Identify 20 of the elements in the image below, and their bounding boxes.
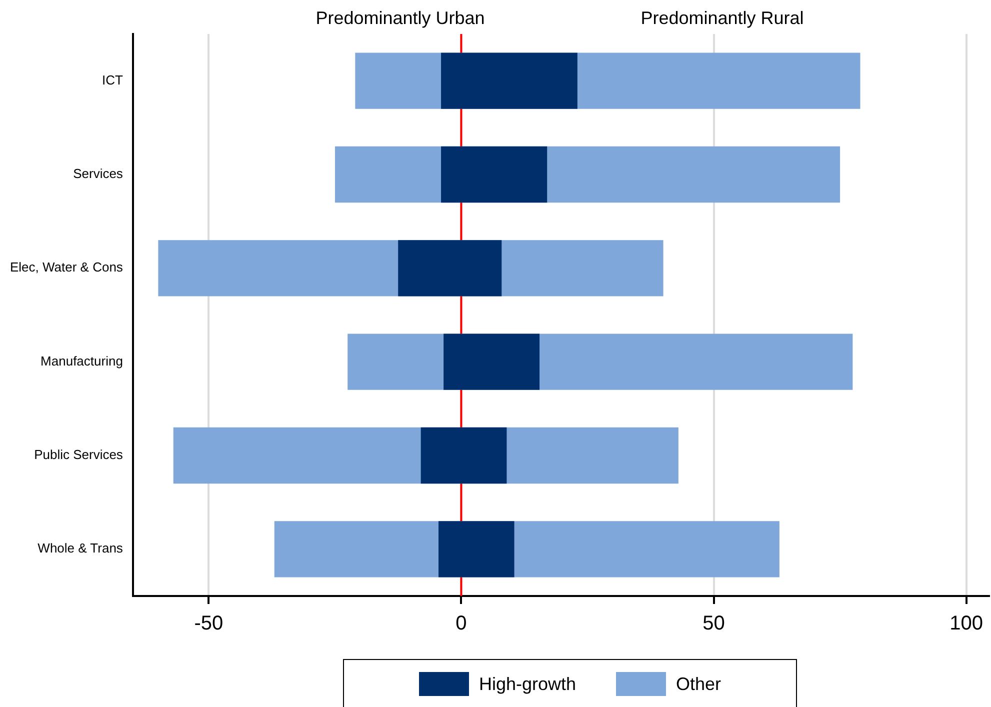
text: Predominantly Urban	[316, 8, 485, 28]
y-tick-label: Manufacturing	[40, 353, 123, 368]
y-tick-label: Services	[73, 166, 124, 182]
x-tick-label: -50	[194, 612, 224, 635]
y-tick-label: ICT	[102, 72, 123, 88]
legend-label: Other	[676, 674, 722, 694]
x-tick-label: 0	[456, 612, 467, 635]
bar	[444, 334, 540, 390]
bar	[398, 240, 502, 296]
bar	[441, 52, 578, 109]
text: Predominantly Rural	[640, 8, 804, 28]
legend-label: High-growth	[478, 674, 576, 694]
bar	[441, 146, 548, 203]
x-tick-label: 50	[702, 612, 725, 635]
bar	[420, 427, 507, 484]
x-tick-label: 100	[950, 612, 984, 635]
y-tick-label: Public Services	[34, 447, 124, 462]
bar	[438, 521, 514, 578]
y-tick-label: Whole & Trans	[38, 540, 124, 556]
y-tick-label: Elec, Water & Cons	[10, 260, 124, 275]
